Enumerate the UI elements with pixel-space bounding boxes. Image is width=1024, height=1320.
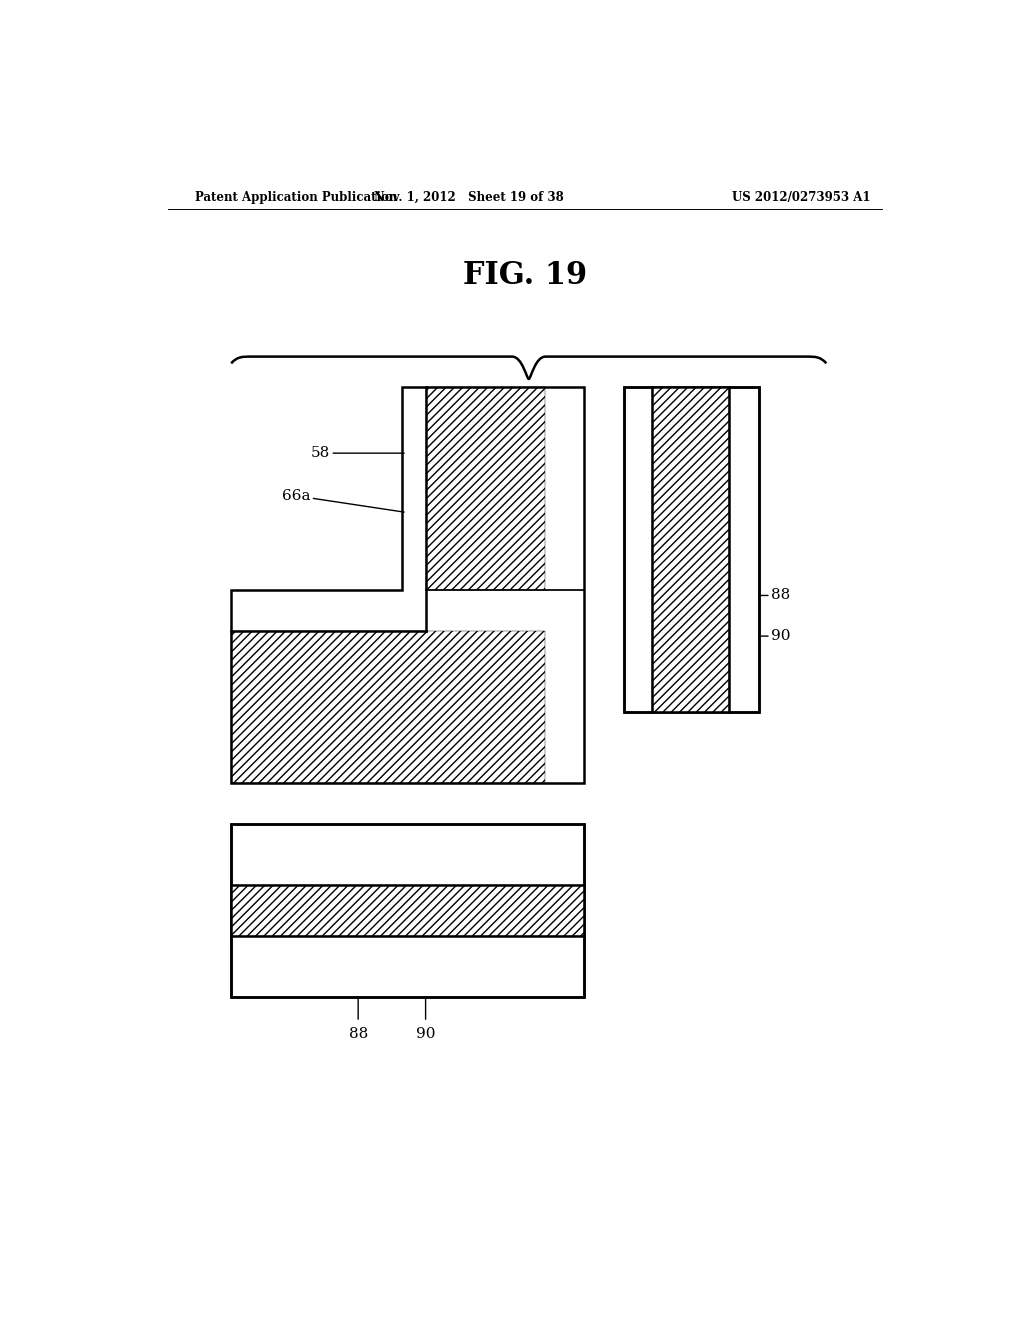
- Text: 88: 88: [759, 589, 791, 602]
- Bar: [624, 387, 759, 713]
- Bar: [401, 387, 585, 784]
- Text: Patent Application Publication: Patent Application Publication: [196, 191, 398, 203]
- FancyBboxPatch shape: [426, 387, 545, 590]
- FancyBboxPatch shape: [652, 387, 729, 713]
- Bar: [231, 824, 585, 997]
- Text: 90: 90: [759, 630, 791, 643]
- Bar: [231, 590, 585, 784]
- Text: FIG. 19: FIG. 19: [463, 260, 587, 290]
- Text: Nov. 1, 2012   Sheet 19 of 38: Nov. 1, 2012 Sheet 19 of 38: [375, 191, 564, 203]
- Text: US 2012/0273953 A1: US 2012/0273953 A1: [731, 191, 870, 203]
- Text: 58: 58: [311, 446, 404, 461]
- Text: 66a: 66a: [282, 488, 404, 512]
- Bar: [624, 387, 759, 713]
- FancyBboxPatch shape: [231, 631, 545, 784]
- FancyBboxPatch shape: [231, 886, 585, 936]
- Text: 88: 88: [348, 1027, 368, 1041]
- Bar: [231, 824, 585, 997]
- Text: 90: 90: [416, 1027, 435, 1041]
